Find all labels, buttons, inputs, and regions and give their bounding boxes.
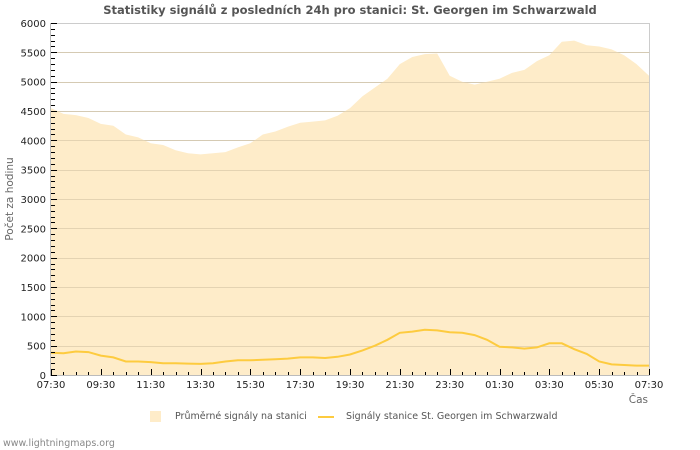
line-swatch-icon xyxy=(318,415,334,418)
y-axis-title: Počet za hodinu xyxy=(4,157,16,240)
svg-text:17:30: 17:30 xyxy=(286,380,315,391)
svg-text:15:30: 15:30 xyxy=(236,380,265,391)
svg-text:13:30: 13:30 xyxy=(186,380,215,391)
svg-text:5000: 5000 xyxy=(21,78,46,89)
legend: Průměrné signály na stanici Signály stan… xyxy=(0,411,700,427)
svg-text:2000: 2000 xyxy=(21,254,46,265)
legend-label-station: Signály stanice St. Georgen im Schwarzwa… xyxy=(346,411,558,422)
svg-text:2500: 2500 xyxy=(21,224,46,235)
svg-text:07:30: 07:30 xyxy=(635,380,664,391)
axes xyxy=(50,23,650,376)
svg-text:4500: 4500 xyxy=(21,107,46,118)
svg-text:11:30: 11:30 xyxy=(136,380,165,391)
chart-plot: 0 500 1000 1500 2000 2500 3000 3500 4000 4500 5000… xyxy=(4,19,664,406)
svg-text:21:30: 21:30 xyxy=(385,380,414,391)
source-link[interactable]: www.lightningmaps.org xyxy=(3,438,115,449)
grid-lines-over-area xyxy=(51,23,649,347)
svg-text:3500: 3500 xyxy=(21,166,46,177)
svg-text:07:30: 07:30 xyxy=(37,380,66,391)
svg-text:19:30: 19:30 xyxy=(336,380,365,391)
svg-text:5500: 5500 xyxy=(21,48,46,59)
x-axis-ticks: 07:30 09:30 11:30 13:30 15:30 17:30 19:30 21:30… xyxy=(37,369,664,391)
chart-title: Statistiky signálů z posledních 24h pro … xyxy=(103,3,597,17)
y-axis-ticks: 0 500 1000 1500 2000 2500 3000 3500 4000 4500 5000… xyxy=(21,19,57,382)
legend-item-station: Signály stanice St. Georgen im Schwarzwa… xyxy=(318,411,557,422)
svg-text:500: 500 xyxy=(27,342,46,353)
legend-item-average: Průměrné signály na stanici xyxy=(150,411,307,422)
average-signals-area xyxy=(51,40,649,375)
svg-text:09:30: 09:30 xyxy=(86,380,115,391)
svg-text:23:30: 23:30 xyxy=(435,380,464,391)
legend-label-average: Průměrné signály na stanici xyxy=(175,411,307,422)
svg-text:1500: 1500 xyxy=(21,283,46,294)
x-axis-title: Čas xyxy=(629,393,648,406)
svg-text:1000: 1000 xyxy=(21,312,46,323)
svg-text:03:30: 03:30 xyxy=(535,380,564,391)
svg-text:0: 0 xyxy=(40,371,46,382)
svg-text:6000: 6000 xyxy=(21,19,46,30)
station-signals-line xyxy=(50,328,649,367)
area-swatch-icon xyxy=(150,411,161,422)
svg-text:01:30: 01:30 xyxy=(485,380,514,391)
svg-text:4000: 4000 xyxy=(21,136,46,147)
svg-text:05:30: 05:30 xyxy=(585,380,614,391)
svg-text:3000: 3000 xyxy=(21,195,46,206)
